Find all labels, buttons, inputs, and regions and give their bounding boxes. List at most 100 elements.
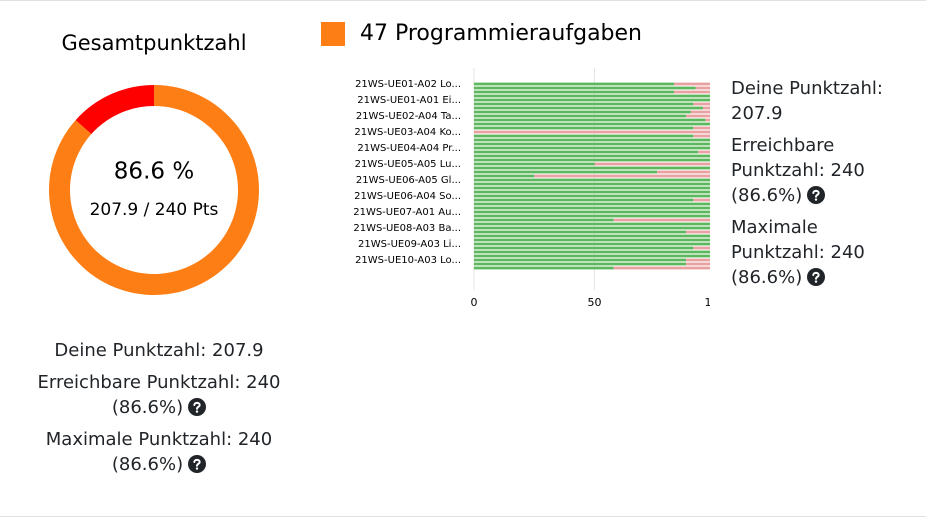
- bar-segment: [474, 238, 710, 242]
- chart-title: Gesamtpunktzahl: [61, 31, 246, 55]
- y-tick-label: 21WS-UE01-A01 Ei...: [357, 95, 461, 106]
- bar-segment: [474, 178, 710, 182]
- bar-chart: 47 Programmieraufgaben 0 50 100 21WS-UE01-A…: [321, 21, 711, 309]
- bar-segment: [474, 250, 710, 254]
- bar-segment: [474, 198, 694, 202]
- bar-segment: [594, 162, 710, 166]
- bar-segment: [474, 218, 614, 222]
- y-tick-label: 21WS-UE09-A03 Li...: [358, 239, 461, 250]
- bar-segment: [474, 254, 710, 258]
- bar-segment: [695, 86, 710, 90]
- bar-segment: [474, 82, 675, 86]
- stats-panel: Deine Punktzahl: 207.9 Erreichbare Punktz…: [14, 338, 304, 484]
- bar-segment: [686, 258, 710, 262]
- bar-segment: [474, 190, 710, 194]
- bar-segment: [474, 134, 694, 138]
- stat-line: Maximale Punktzahl: 240 (86.6%): [14, 427, 304, 477]
- stat-line: Erreichbare Punktzahl: 240 (86.6%): [731, 133, 899, 208]
- help-icon[interactable]: [807, 268, 826, 286]
- bar-segment: [474, 86, 696, 90]
- bar-segment: [657, 170, 710, 174]
- bar-segment: [474, 90, 675, 94]
- y-tick-label: 21WS-UE06-A04 So...: [354, 191, 461, 202]
- bar-segment: [686, 230, 710, 234]
- bar-segment: [474, 234, 710, 238]
- stat-text: Deine Punktzahl: 207.9: [54, 340, 264, 361]
- stat-text: Maximale Punktzahl: 240 (86.6%): [731, 217, 865, 288]
- x-tick-label: 100: [705, 296, 711, 309]
- bar-segment: [474, 162, 595, 166]
- top-border: [0, 0, 926, 1]
- bar-segment: [686, 114, 710, 118]
- bar-segment: [693, 246, 710, 250]
- bar-segment: [474, 202, 710, 206]
- stats-panel: Deine Punktzahl: 207.9 Erreichbare Punktz…: [731, 76, 899, 297]
- help-icon[interactable]: [188, 455, 207, 473]
- center-label: 86.6 %: [114, 159, 194, 185]
- bar-segment: [474, 206, 710, 210]
- bottom-border: [0, 516, 926, 517]
- bar-segment: [474, 126, 694, 130]
- bar-segment: [474, 150, 699, 154]
- bar-segment: [613, 266, 710, 270]
- bar-segment: [474, 174, 535, 178]
- bar-segment: [474, 142, 710, 146]
- bar-segment: [474, 170, 658, 174]
- bar-segment: [474, 258, 687, 262]
- bar-segment: [474, 102, 694, 106]
- stat-line: Deine Punktzahl: 207.9: [731, 76, 899, 126]
- y-tick-label: 21WS-UE07-A01 Au...: [353, 207, 461, 218]
- bar-segment: [474, 166, 710, 170]
- x-tick-label: 0: [471, 296, 478, 309]
- bar-segment: [698, 150, 710, 154]
- bar-segment: [474, 122, 710, 126]
- bar-segment: [474, 98, 710, 102]
- bar-segment: [474, 182, 710, 186]
- donut-chart: Gesamtpunktzahl 86.6 % 207.9 / 240 Pts: [48, 31, 260, 295]
- center-sublabel: 207.9 / 240 Pts: [90, 200, 219, 220]
- bar-segment: [474, 94, 710, 98]
- bar-segment: [613, 218, 710, 222]
- bar-segment: [474, 146, 710, 150]
- bar-segment: [674, 82, 710, 86]
- stat-text: Maximale Punktzahl: 240 (86.6%): [45, 429, 273, 475]
- bar-segment: [474, 110, 691, 114]
- bar-segment: [702, 106, 710, 110]
- bar-segment: [693, 198, 710, 202]
- bar-segment: [474, 222, 710, 226]
- bar-segment: [705, 118, 710, 122]
- help-icon[interactable]: [807, 186, 826, 204]
- bar-segment: [474, 214, 710, 218]
- bar-segment: [474, 194, 710, 198]
- bar-segment: [474, 242, 710, 246]
- bar-segment: [474, 106, 703, 110]
- y-tick-label: 21WS-UE03-A04 Ko...: [354, 127, 461, 138]
- stat-text: Erreichbare Punktzahl: 240 (86.6%): [731, 135, 865, 206]
- bar-segment: [474, 230, 687, 234]
- legend-label: 47 Programmieraufgaben: [360, 21, 642, 46]
- bar-segment: [474, 210, 710, 214]
- stat-line: Deine Punktzahl: 207.9: [14, 338, 304, 363]
- y-tick-label: 21WS-UE05-A05 Lu...: [355, 159, 461, 170]
- bar-segment: [693, 134, 710, 138]
- bar-segment: [474, 186, 710, 190]
- donut-slice: [75, 85, 154, 135]
- y-tick-label: 21WS-UE04-A04 Pr...: [357, 143, 461, 154]
- y-tick-label: 21WS-UE01-A02 Lo...: [355, 79, 461, 90]
- bar-segment: [474, 130, 710, 134]
- bar-segment: [474, 262, 687, 266]
- bar-segment: [690, 110, 710, 114]
- bar-segment: [474, 154, 710, 158]
- stat-text: Erreichbare Punktzahl: 240 (86.6%): [37, 372, 281, 418]
- bar-segment: [474, 226, 710, 230]
- stat-line: Maximale Punktzahl: 240 (86.6%): [731, 215, 899, 290]
- bar-segment: [474, 266, 614, 270]
- bar-segment: [674, 90, 710, 94]
- y-tick-label: 21WS-UE06-A05 Gl...: [356, 175, 461, 186]
- bar-segment: [474, 246, 694, 250]
- bar-segment: [474, 118, 706, 122]
- y-tick-label: 21WS-UE10-A03 Lo...: [355, 255, 461, 266]
- help-icon[interactable]: [188, 398, 207, 416]
- stat-text: Deine Punktzahl: 207.9: [731, 78, 883, 124]
